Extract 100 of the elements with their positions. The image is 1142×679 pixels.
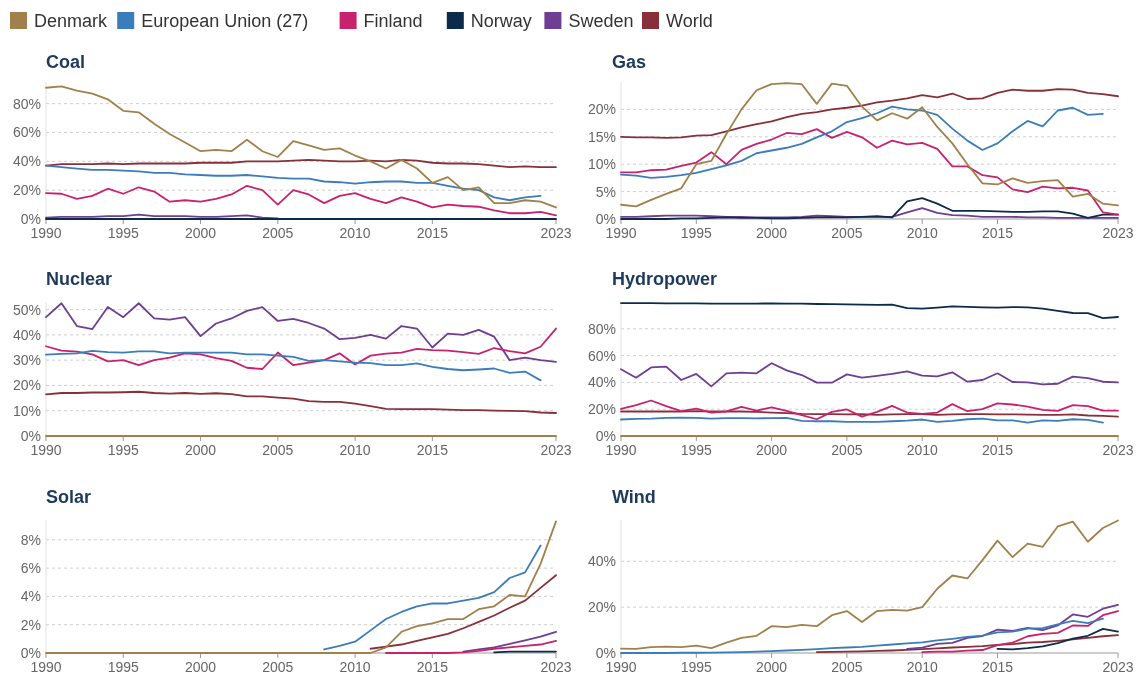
y-tick-label: 0%: [20, 645, 41, 661]
legend-label: Denmark: [34, 11, 109, 31]
line-series: [620, 399, 1119, 421]
x-tick-label: 2010: [339, 659, 371, 675]
y-tick-label: 15%: [587, 128, 616, 145]
x-tick-label: 2023: [1102, 659, 1134, 675]
x-tick-label: 2010: [906, 659, 938, 675]
y-tick-label: 10%: [587, 156, 616, 173]
chart-title: Gas: [612, 52, 647, 72]
line-series: [620, 82, 1119, 208]
x-tick-label: 1990: [605, 225, 637, 241]
x-tick-label: 2005: [262, 225, 294, 241]
x-tick-label: 1990: [30, 225, 62, 241]
x-tick-label: 1995: [107, 442, 140, 458]
y-tick-label: 80%: [12, 95, 41, 112]
line-series: [620, 519, 1119, 650]
y-tick-label: 40%: [587, 553, 616, 570]
y-tick-label: 50%: [12, 301, 41, 318]
x-tick-label: 2000: [756, 659, 788, 675]
line-series: [45, 164, 542, 202]
y-tick-label: 60%: [12, 124, 41, 141]
y-tick-label: 20%: [587, 401, 616, 418]
y-tick-label: 0%: [20, 211, 41, 227]
line-series: [323, 544, 542, 651]
y-tick-label: 80%: [587, 320, 616, 337]
x-tick-label: 2000: [756, 442, 788, 458]
y-tick-label: 40%: [12, 326, 41, 343]
x-tick-label: 2023: [540, 442, 572, 458]
line-series: [45, 302, 557, 363]
x-tick-label: 2005: [831, 659, 863, 675]
x-tick-label: 2023: [540, 225, 572, 241]
line-series: [620, 105, 1104, 179]
line-series: [620, 88, 1119, 139]
legend-label: Finland: [363, 11, 423, 31]
x-tick-label: 2015: [416, 442, 449, 458]
y-tick-label: 0%: [595, 428, 616, 444]
y-tick-label: 0%: [595, 645, 616, 661]
chart-title: Coal: [46, 52, 86, 72]
y-tick-label: 2%: [20, 616, 41, 633]
x-tick-label: 2015: [981, 659, 1014, 675]
line-series: [45, 184, 557, 217]
y-tick-label: 20%: [587, 599, 616, 616]
x-tick-label: 2023: [540, 659, 572, 675]
y-tick-label: 20%: [587, 101, 616, 118]
x-tick-label: 2005: [831, 225, 863, 241]
line-series: [45, 158, 557, 168]
legend-label: Norway: [470, 11, 532, 31]
chart-title: Nuclear: [46, 269, 113, 289]
chart-title: Hydropower: [612, 269, 718, 289]
y-tick-label: 30%: [12, 352, 41, 369]
legend-label: European Union (27): [141, 11, 309, 31]
x-tick-label: 2000: [184, 225, 217, 241]
x-tick-label: 1990: [605, 442, 637, 458]
x-tick-label: 1995: [680, 225, 713, 241]
line-series: [815, 634, 1119, 653]
y-tick-label: 40%: [587, 374, 616, 391]
x-tick-label: 1990: [605, 659, 637, 675]
y-tick-label: 8%: [20, 531, 41, 548]
x-tick-label: 2005: [262, 659, 294, 675]
line-series: [45, 85, 557, 209]
line-series: [620, 362, 1119, 388]
x-tick-label: 2023: [1102, 442, 1134, 458]
line-series: [369, 574, 557, 650]
x-tick-label: 2010: [339, 442, 371, 458]
legend-label: Sweden: [568, 11, 634, 31]
x-tick-label: 2010: [906, 442, 938, 458]
line-series: [45, 390, 557, 414]
x-tick-label: 1995: [107, 225, 140, 241]
line-series: [385, 640, 557, 654]
x-tick-label: 2015: [981, 442, 1014, 458]
x-tick-label: 2005: [262, 442, 294, 458]
y-tick-label: 0%: [20, 428, 41, 444]
line-series: [620, 302, 1119, 319]
x-tick-label: 2015: [416, 659, 449, 675]
x-tick-label: 1995: [107, 659, 140, 675]
x-tick-label: 2000: [756, 225, 788, 241]
line-series: [45, 327, 557, 370]
line-series: [620, 128, 1119, 216]
x-tick-label: 2000: [184, 659, 217, 675]
x-tick-label: 2005: [831, 442, 863, 458]
x-tick-label: 1990: [30, 442, 62, 458]
y-tick-label: 6%: [20, 560, 41, 577]
line-series: [45, 349, 542, 382]
y-tick-label: 5%: [595, 183, 616, 200]
y-tick-label: 20%: [12, 182, 41, 199]
x-tick-label: 2000: [184, 442, 217, 458]
chart-title: Wind: [612, 487, 656, 507]
y-tick-label: 60%: [587, 347, 616, 364]
y-tick-label: 4%: [20, 588, 41, 605]
x-tick-label: 1995: [680, 659, 713, 675]
line-series: [906, 603, 1119, 650]
x-tick-label: 1995: [680, 442, 713, 458]
y-tick-label: 0%: [595, 211, 616, 227]
y-tick-label: 40%: [12, 153, 41, 170]
y-tick-label: 20%: [12, 377, 41, 394]
chart-title: Solar: [46, 487, 92, 507]
x-tick-label: 2010: [339, 225, 371, 241]
line-series: [462, 630, 557, 653]
x-tick-label: 2010: [906, 225, 938, 241]
legend-label: World: [666, 11, 713, 31]
